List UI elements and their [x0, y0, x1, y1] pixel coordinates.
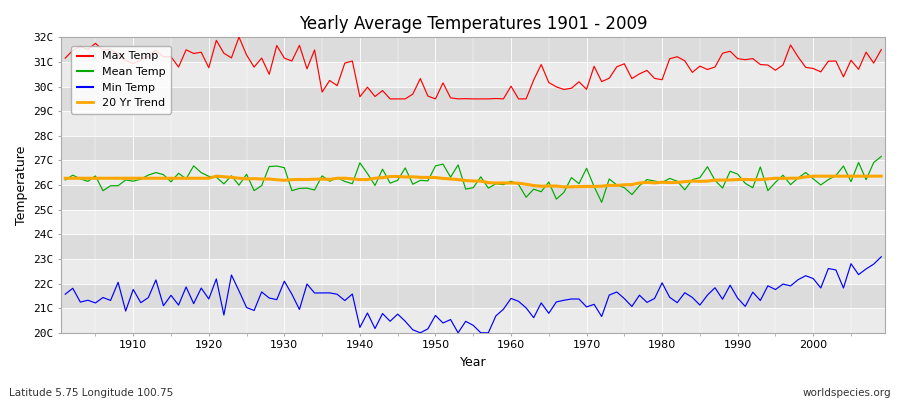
- Y-axis label: Temperature: Temperature: [15, 145, 28, 225]
- Min Temp: [604, 293, 615, 298]
- Mean Temp: [498, 182, 508, 187]
- Mean Temp: [121, 178, 131, 182]
- Bar: [61, 160, 885, 185]
- Mean Temp: [332, 175, 343, 180]
- Min Temp: [415, 330, 426, 335]
- Max Temp: [513, 96, 524, 101]
- 20 Yr Trend: [611, 183, 622, 188]
- Line: Mean Temp: Mean Temp: [65, 156, 881, 202]
- Min Temp: [506, 296, 517, 301]
- X-axis label: Year: Year: [460, 356, 487, 369]
- 20 Yr Trend: [121, 176, 131, 181]
- 20 Yr Trend: [513, 181, 524, 186]
- Max Temp: [876, 47, 886, 52]
- Max Temp: [294, 43, 305, 48]
- Min Temp: [513, 299, 524, 304]
- Legend: Max Temp, Mean Temp, Min Temp, 20 Yr Trend: Max Temp, Mean Temp, Min Temp, 20 Yr Tre…: [71, 46, 171, 114]
- Mean Temp: [286, 188, 297, 193]
- Bar: [61, 284, 885, 308]
- 20 Yr Trend: [211, 174, 221, 178]
- Bar: [61, 111, 885, 136]
- Bar: [61, 210, 885, 234]
- Mean Temp: [506, 179, 517, 184]
- Mean Temp: [59, 178, 70, 182]
- Min Temp: [286, 292, 297, 297]
- Text: Latitude 5.75 Longitude 100.75: Latitude 5.75 Longitude 100.75: [9, 388, 173, 398]
- Mean Temp: [597, 200, 608, 205]
- Min Temp: [876, 254, 886, 259]
- 20 Yr Trend: [559, 184, 570, 189]
- Max Temp: [339, 61, 350, 66]
- Max Temp: [121, 58, 131, 63]
- Line: Max Temp: Max Temp: [65, 37, 881, 99]
- Bar: [61, 136, 885, 160]
- Bar: [61, 185, 885, 210]
- Bar: [61, 37, 885, 62]
- Max Temp: [234, 35, 245, 40]
- Bar: [61, 308, 885, 333]
- Bar: [61, 259, 885, 284]
- Text: worldspecies.org: worldspecies.org: [803, 388, 891, 398]
- 20 Yr Trend: [339, 176, 350, 180]
- Bar: [61, 62, 885, 86]
- Max Temp: [384, 96, 395, 101]
- Max Temp: [521, 96, 532, 101]
- Title: Yearly Average Temperatures 1901 - 2009: Yearly Average Temperatures 1901 - 2009: [299, 15, 647, 33]
- Min Temp: [332, 292, 343, 297]
- Max Temp: [59, 56, 70, 60]
- Line: Min Temp: Min Temp: [65, 257, 881, 333]
- Min Temp: [59, 292, 70, 296]
- Max Temp: [611, 64, 622, 69]
- Line: 20 Yr Trend: 20 Yr Trend: [65, 176, 881, 187]
- 20 Yr Trend: [59, 176, 70, 181]
- Mean Temp: [604, 176, 615, 181]
- Min Temp: [121, 309, 131, 314]
- Mean Temp: [876, 154, 886, 159]
- Bar: [61, 86, 885, 111]
- 20 Yr Trend: [876, 174, 886, 178]
- 20 Yr Trend: [294, 177, 305, 182]
- 20 Yr Trend: [506, 181, 517, 186]
- Bar: [61, 234, 885, 259]
